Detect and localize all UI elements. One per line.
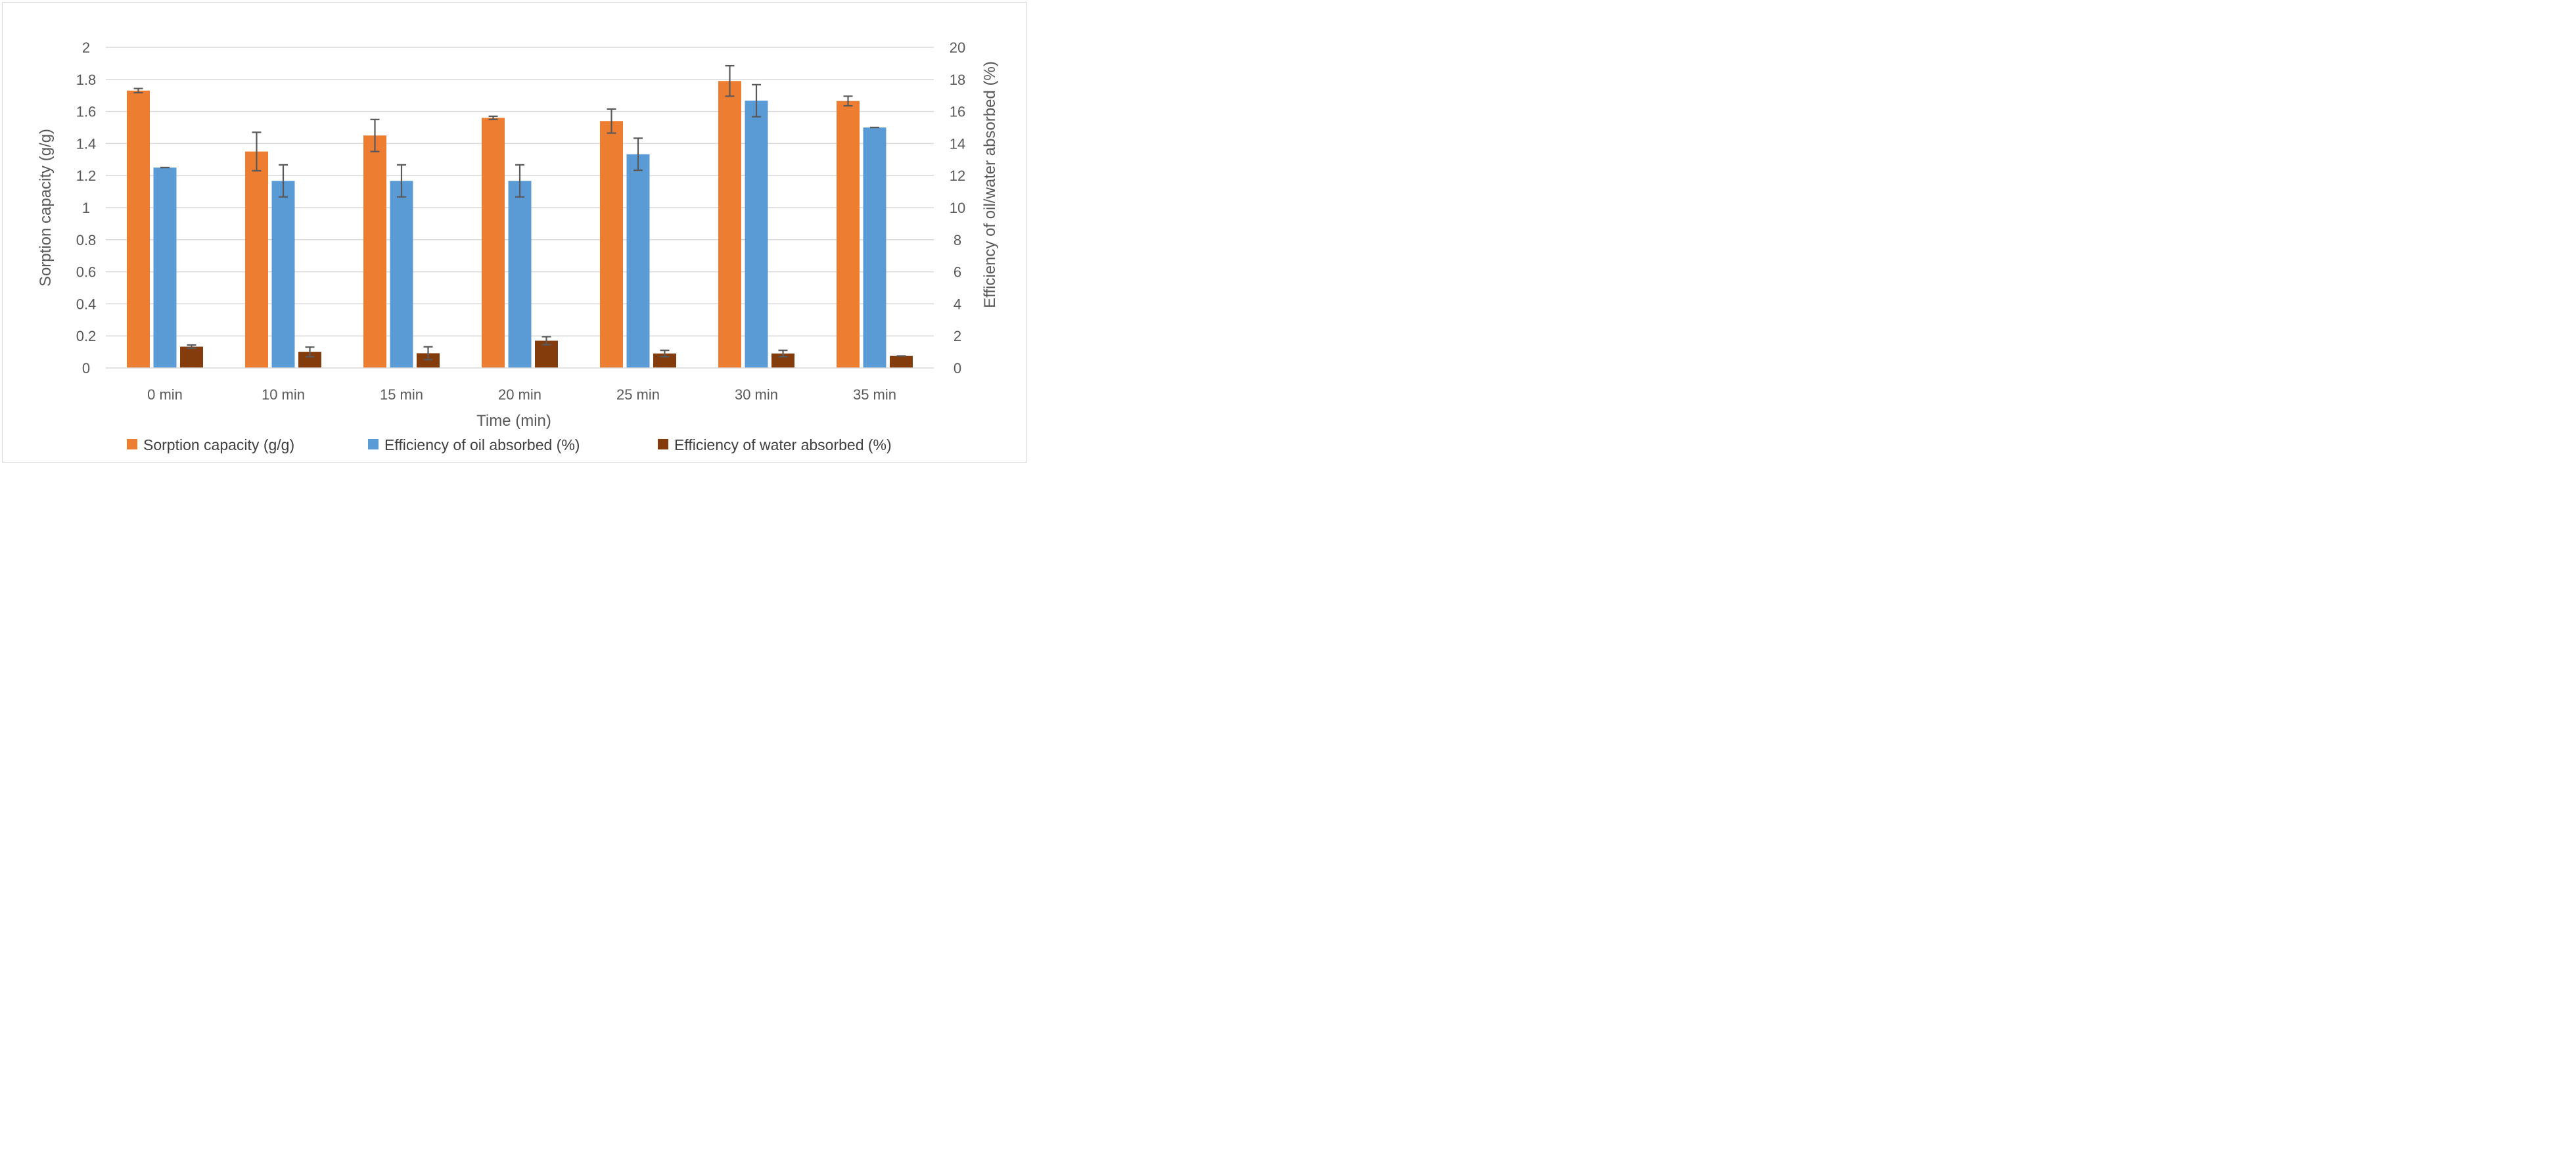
legend: Sorption capacity (g/g) Efficiency of oi… <box>127 436 892 453</box>
y2-tick-label: 12 <box>950 168 965 184</box>
sorption-capacity-bar <box>482 118 505 369</box>
error-bar <box>752 83 761 118</box>
y-axis-right-title: Efficiency of oil/water absorbed (%) <box>981 61 999 308</box>
legend-swatch-oil <box>368 439 379 449</box>
sorption-capacity-bar <box>718 81 741 369</box>
x-tick-label: 30 min <box>735 386 778 403</box>
x-tick-label: 25 min <box>616 386 660 403</box>
y-axis-right-ticks: 0 2 4 6 8 10 12 14 16 18 20 <box>950 39 965 377</box>
y2-tick-label: 20 <box>950 39 965 56</box>
sorption-capacity-bar <box>600 121 623 369</box>
error-bar <box>725 64 735 97</box>
error-bars <box>133 64 906 361</box>
error-bar <box>370 118 380 152</box>
water-efficiency-bar <box>890 355 913 368</box>
error-bar <box>541 336 551 346</box>
water-efficiency-bar <box>417 353 440 368</box>
legend-label-water: Efficiency of water absorbed (%) <box>674 436 892 453</box>
legend-label-sorption: Sorption capacity (g/g) <box>143 436 294 453</box>
y-tick-label: 1.4 <box>76 135 97 152</box>
error-bar <box>778 350 788 358</box>
oil-efficiency-bar <box>508 181 532 368</box>
y2-tick-label: 10 <box>950 200 965 216</box>
error-bar <box>660 350 670 358</box>
error-bar <box>423 346 433 361</box>
water-efficiency-bar <box>180 346 203 368</box>
y2-tick-label: 14 <box>950 135 965 152</box>
error-bar <box>279 164 288 198</box>
y-tick-label: 0.2 <box>76 328 97 344</box>
x-tick-label: 20 min <box>498 386 541 403</box>
error-bar <box>252 131 262 172</box>
error-bar <box>633 137 643 172</box>
gridlines <box>106 47 934 336</box>
y2-tick-label: 6 <box>954 264 961 281</box>
error-bar <box>843 95 853 107</box>
y-tick-label: 0.4 <box>76 296 97 312</box>
y-axis-left-title: Sorption capacity (g/g) <box>37 129 55 286</box>
legend-swatch-water <box>658 439 668 449</box>
legend-swatch-sorption <box>127 439 137 449</box>
error-bar <box>607 108 616 134</box>
x-tick-label: 10 min <box>262 386 305 403</box>
sorption-capacity-bar <box>837 101 860 369</box>
error-bar <box>133 87 143 94</box>
error-bar <box>397 164 406 198</box>
y2-tick-label: 4 <box>954 296 961 312</box>
x-tick-label: 0 min <box>147 386 183 403</box>
sorption-capacity-bar <box>363 135 386 368</box>
y2-tick-label: 8 <box>954 232 961 248</box>
error-bar <box>488 115 498 120</box>
x-tick-label: 15 min <box>380 386 423 403</box>
water-efficiency-bar <box>771 354 794 368</box>
x-axis-ticks: 0 min 10 min 15 min 20 min 25 min 30 min 35 mi… <box>147 386 896 403</box>
bars <box>127 81 913 369</box>
y-tick-label: 2 <box>82 39 90 56</box>
y-tick-label: 1.8 <box>76 72 97 88</box>
oil-efficiency-bar <box>626 154 650 369</box>
legend-label-oil: Efficiency of oil absorbed (%) <box>384 436 580 453</box>
sorption-capacity-bar <box>127 90 150 368</box>
y-tick-label: 1.6 <box>76 104 97 120</box>
error-bar <box>305 346 315 358</box>
oil-efficiency-bar <box>745 101 768 368</box>
x-axis-title: Time (min) <box>476 412 551 430</box>
error-bar <box>515 164 524 198</box>
oil-efficiency-bar <box>271 181 295 368</box>
y-axis-left-ticks: 0 0.2 0.4 0.6 0.8 1 1.2 1.4 1.6 1.8 2 <box>76 39 97 377</box>
oil-efficiency-bar <box>863 127 886 368</box>
y-tick-label: 1.2 <box>76 168 97 184</box>
y2-tick-label: 0 <box>954 360 961 377</box>
y-tick-label: 1 <box>82 200 90 216</box>
oil-efficiency-bar <box>390 181 413 368</box>
y2-tick-label: 2 <box>954 328 961 344</box>
y-tick-label: 0 <box>82 360 90 377</box>
y2-tick-label: 16 <box>950 104 965 120</box>
y2-tick-label: 18 <box>950 72 965 88</box>
water-efficiency-bar <box>653 354 676 368</box>
x-tick-label: 35 min <box>853 386 896 403</box>
y-tick-label: 0.8 <box>76 232 97 248</box>
y-tick-label: 0.6 <box>76 264 97 281</box>
oil-efficiency-bar <box>153 168 177 368</box>
error-bar <box>187 344 196 350</box>
sorption-capacity-bar <box>245 151 268 368</box>
chart-canvas: 0 0.2 0.4 0.6 0.8 1 1.2 1.4 1.6 1.8 2 0 2 4 6 8 10 12 14 1… <box>37 39 999 453</box>
